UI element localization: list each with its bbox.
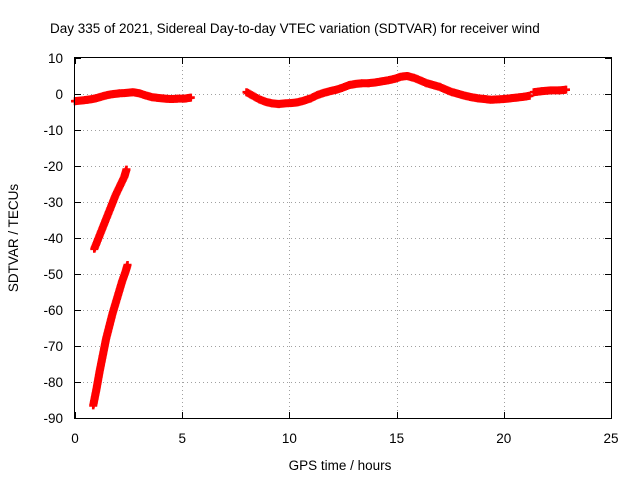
y-tick-label: 0 bbox=[55, 87, 63, 102]
y-tick-label: -90 bbox=[43, 411, 63, 426]
y-axis-label: SDTVAR / TECUs bbox=[6, 184, 21, 293]
y-tick-label: -60 bbox=[43, 303, 63, 318]
x-axis-label: GPS time / hours bbox=[289, 458, 392, 473]
y-tick-label: 10 bbox=[48, 51, 63, 66]
x-tick-label: 0 bbox=[71, 431, 79, 446]
data-points bbox=[71, 72, 570, 410]
chart-title: Day 335 of 2021, Sidereal Day-to-day VTE… bbox=[50, 21, 540, 36]
plot-frame bbox=[74, 57, 612, 419]
x-tick-label: 15 bbox=[389, 431, 404, 446]
y-tick-label: -30 bbox=[43, 195, 63, 210]
y-tick-label: -70 bbox=[43, 339, 63, 354]
y-tick-label: -40 bbox=[43, 231, 63, 246]
data-segment bbox=[242, 72, 534, 109]
x-tick-label: 20 bbox=[496, 431, 511, 446]
data-segment bbox=[90, 165, 131, 253]
y-tick-label: -80 bbox=[43, 375, 63, 390]
data-point bbox=[122, 165, 131, 174]
data-point bbox=[525, 91, 534, 100]
x-axis-ticks: 0 5 10 15 20 25 bbox=[71, 58, 619, 446]
x-tick-label: 5 bbox=[178, 431, 186, 446]
x-tick-label: 10 bbox=[282, 431, 297, 446]
y-tick-label: -10 bbox=[43, 123, 63, 138]
data-point bbox=[123, 261, 132, 269]
data-segment bbox=[89, 261, 132, 410]
data-point bbox=[186, 93, 195, 102]
grid-lines bbox=[75, 58, 611, 418]
data-segment bbox=[529, 85, 570, 97]
data-segment bbox=[71, 88, 195, 106]
x-tick-label: 25 bbox=[603, 431, 618, 446]
y-axis-ticks: 10 0 -10 -20 -30 -40 -50 -60 -70 -80 -90 bbox=[43, 51, 611, 426]
y-tick-label: -50 bbox=[43, 267, 63, 282]
data-point bbox=[561, 85, 570, 94]
y-tick-label: -20 bbox=[43, 159, 63, 174]
